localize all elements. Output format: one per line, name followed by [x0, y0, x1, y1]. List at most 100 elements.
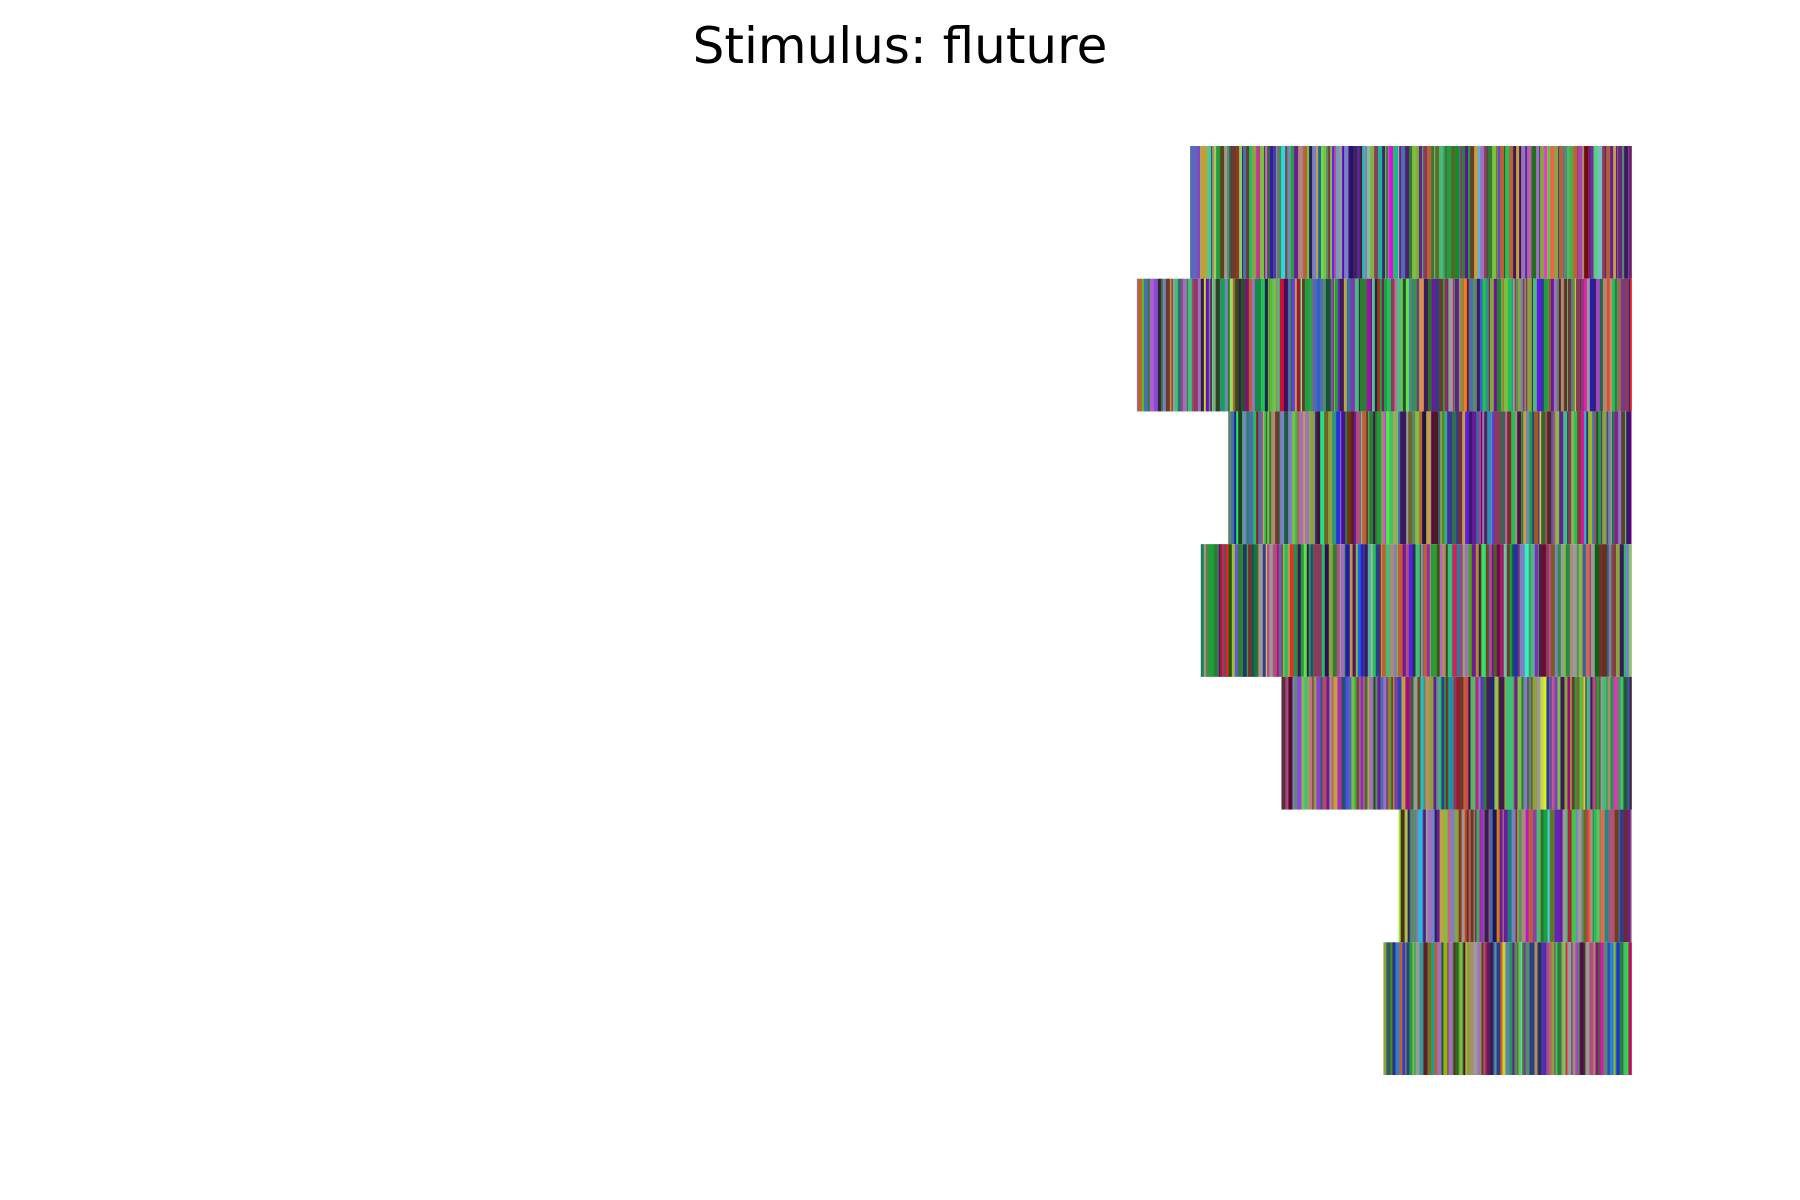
- heatmap-cell: [1434, 942, 1438, 1075]
- heatmap-cell: [1307, 146, 1310, 279]
- heatmap-cell: [1258, 544, 1264, 677]
- heatmap-cell: [1365, 676, 1368, 810]
- heatmap-cell: [1235, 278, 1240, 412]
- heatmap-cell: [1540, 809, 1544, 943]
- heatmap-cell: [1536, 146, 1540, 279]
- heatmap-cell: [1444, 278, 1448, 412]
- heatmap-cell: [1401, 146, 1406, 279]
- heatmap-cell: [1524, 278, 1527, 412]
- heatmap-cell: [1567, 676, 1571, 810]
- heatmap-cell: [1409, 809, 1411, 943]
- heatmap-cell: [1395, 411, 1399, 545]
- heatmap-cell: [1557, 676, 1561, 810]
- heatmap-cell: [1273, 146, 1277, 279]
- heatmap-cell: [1590, 809, 1593, 943]
- heatmap-cell: [1619, 942, 1624, 1075]
- heatmap-cell: [1412, 146, 1417, 279]
- heatmap-cell: [1623, 942, 1627, 1075]
- heatmap-cell: [1341, 411, 1346, 545]
- heatmap-cell: [1387, 676, 1390, 810]
- heatmap-cell: [1609, 278, 1613, 412]
- heatmap-cell: [1453, 278, 1456, 412]
- heatmap-cell: [1494, 411, 1499, 545]
- heatmap-cell: [1357, 544, 1362, 677]
- heatmap-cell: [1594, 146, 1599, 279]
- heatmap-cell: [1586, 676, 1590, 810]
- heatmap-cell: [1219, 278, 1223, 412]
- heatmap-cell: [1393, 146, 1397, 279]
- heatmap-row: [1228, 411, 1632, 545]
- heatmap-row: [1281, 676, 1632, 810]
- heatmap-cell: [1419, 146, 1421, 279]
- heatmap-cell: [1279, 278, 1285, 412]
- heatmap-cell: [1419, 544, 1422, 677]
- heatmap-cell: [1292, 411, 1296, 545]
- heatmap-cell: [1244, 278, 1250, 412]
- heatmap-cell: [1308, 278, 1313, 412]
- heatmap-cell: [1540, 411, 1542, 545]
- heatmap-cell: [1282, 544, 1286, 677]
- heatmap-cell: [1349, 146, 1354, 279]
- heatmap-cell: [1513, 544, 1519, 677]
- heatmap-cell: [1468, 676, 1471, 810]
- heatmap-cell: [1382, 278, 1385, 412]
- heatmap-cell: [1379, 544, 1382, 677]
- heatmap-cell: [1595, 411, 1597, 545]
- heatmap-cell: [1512, 278, 1515, 412]
- heatmap-cell: [1170, 278, 1173, 412]
- heatmap-cell: [1321, 544, 1326, 677]
- heatmap-cell: [1232, 146, 1235, 279]
- heatmap-cell: [1374, 278, 1378, 412]
- heatmap-cell: [1543, 278, 1549, 412]
- heatmap-cell: [1499, 544, 1505, 677]
- heatmap-cell: [1232, 278, 1236, 412]
- heatmap-cell: [1488, 146, 1493, 279]
- heatmap-cell: [1611, 942, 1614, 1075]
- heatmap-cell: [1377, 278, 1381, 412]
- heatmap-cell: [1447, 942, 1449, 1075]
- heatmap-cell: [1555, 942, 1558, 1075]
- heatmap-cell: [1334, 146, 1337, 279]
- heatmap-cell: [1524, 544, 1530, 677]
- heatmap-cell: [1471, 544, 1477, 677]
- heatmap-cell: [1433, 676, 1437, 810]
- heatmap-cell: [1174, 278, 1179, 412]
- heatmap-cell: [1301, 278, 1306, 412]
- heatmap-cell: [1571, 676, 1575, 810]
- heatmap-cell: [1429, 676, 1434, 810]
- heatmap-cell: [1337, 676, 1342, 810]
- heatmap-cell: [1616, 146, 1618, 279]
- heatmap-cell: [1191, 278, 1194, 412]
- heatmap-cell: [1547, 411, 1552, 545]
- heatmap-cell: [1200, 278, 1205, 412]
- heatmap-cell: [1426, 411, 1431, 545]
- heatmap-cell: [1480, 942, 1482, 1075]
- heatmap-cell: [1571, 942, 1573, 1075]
- heatmap-cell: [1583, 676, 1586, 810]
- heatmap-cell: [1451, 544, 1454, 677]
- heatmap-cell: [1381, 544, 1387, 677]
- heatmap-cell: [1375, 544, 1381, 677]
- heatmap-cell: [1589, 676, 1591, 810]
- heatmap-cell: [1542, 942, 1547, 1075]
- heatmap-cell: [1586, 809, 1589, 943]
- heatmap-cell: [1602, 278, 1608, 412]
- heatmap-cell: [1361, 411, 1363, 545]
- heatmap-cell: [1561, 942, 1563, 1075]
- heatmap-cell: [1312, 278, 1318, 412]
- heatmap-cell: [1592, 676, 1596, 810]
- heatmap-cell: [1215, 278, 1221, 412]
- heatmap-cell: [1402, 942, 1406, 1075]
- heatmap-cell: [1253, 544, 1259, 677]
- heatmap-cell: [1464, 544, 1470, 677]
- heatmap-cell: [1578, 942, 1580, 1075]
- heatmap-cell: [1371, 278, 1376, 412]
- heatmap-cell: [1393, 411, 1396, 545]
- heatmap-cell: [1530, 544, 1536, 677]
- heatmap-cell: [1225, 544, 1230, 677]
- heatmap-cell: [1342, 146, 1345, 279]
- heatmap-cell: [1526, 146, 1528, 279]
- heatmap-cell: [1492, 809, 1497, 943]
- heatmap-cell: [1493, 278, 1498, 412]
- heatmap-cell: [1439, 676, 1442, 810]
